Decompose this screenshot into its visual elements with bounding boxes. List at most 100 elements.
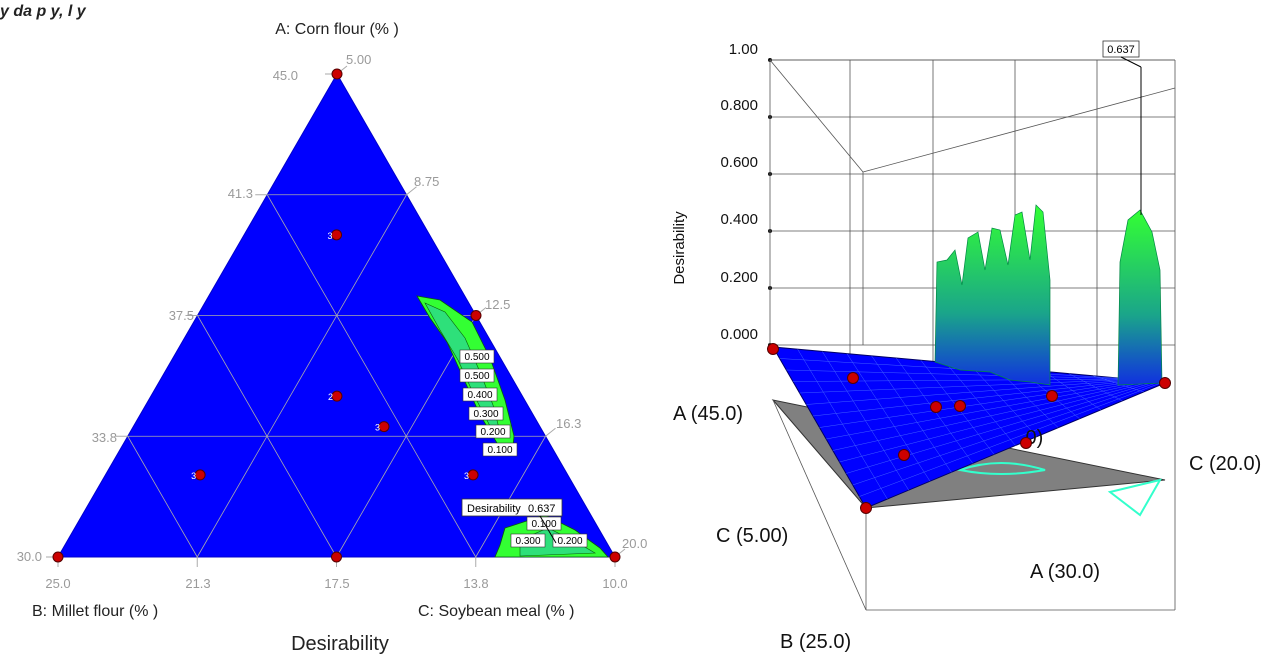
a-tick-label: 37.5 bbox=[169, 308, 194, 323]
contour-label: 0.100 bbox=[531, 519, 556, 530]
prediction-leader bbox=[539, 515, 557, 544]
prediction-value: 0.637 bbox=[528, 503, 556, 515]
grid-line bbox=[266, 194, 477, 558]
mesh-line bbox=[1043, 371, 1102, 410]
floor-contour bbox=[1107, 478, 1163, 517]
contour-label-box bbox=[468, 406, 504, 421]
a-tick-label: 33.8 bbox=[92, 430, 117, 445]
design-point bbox=[331, 68, 343, 80]
z-tick-label: 0.800 bbox=[720, 97, 758, 114]
prediction-label: Desirability bbox=[467, 503, 521, 515]
replicate-count: 3 bbox=[375, 423, 380, 433]
design-point bbox=[378, 421, 390, 433]
design-point bbox=[930, 401, 942, 413]
a-tick-label: 41.3 bbox=[228, 186, 253, 201]
c-tick-label: 8.75 bbox=[414, 174, 439, 189]
z-tick-label: 0.200 bbox=[720, 269, 758, 286]
ternary-contour-plot: y da p y, l y 0.5000.5000.4000.3000.2000… bbox=[0, 3, 647, 655]
contour-label: 0.300 bbox=[515, 536, 540, 547]
b-tick-label: 21.3 bbox=[185, 576, 210, 591]
contour-label: 0.500 bbox=[464, 371, 489, 382]
replicate-count: 2 bbox=[328, 392, 333, 402]
design-point bbox=[194, 469, 206, 481]
contour-label: 0.300 bbox=[473, 409, 498, 420]
design-point bbox=[1159, 377, 1171, 389]
c-tick-mark bbox=[406, 186, 417, 196]
peak-flag-value: 0.637 bbox=[1107, 44, 1135, 56]
contour-label: 0.400 bbox=[467, 390, 492, 401]
axis-label-c-low: C (5.00) bbox=[716, 525, 788, 547]
peak-flag-leader bbox=[1120, 56, 1142, 68]
header-fragment: y da p y, l y bbox=[0, 3, 87, 20]
vertex-b-label: B: Millet flour (% ) bbox=[32, 603, 158, 620]
design-point bbox=[331, 551, 342, 563]
c-tick-label: 16.3 bbox=[556, 416, 581, 431]
c-tick-label: 12.5 bbox=[485, 297, 510, 312]
b-tick-label: 25.0 bbox=[45, 576, 70, 591]
mesh-line bbox=[859, 382, 1162, 497]
mesh-line bbox=[832, 380, 1149, 451]
surface-3d-plot: 0.637.0) 1.00 0.800 0.600 0.400 0.200 0.… bbox=[671, 40, 1261, 653]
b-tick-label: 10.0 bbox=[602, 576, 627, 591]
back-panel bbox=[770, 60, 1175, 345]
box-edge bbox=[769, 59, 864, 173]
vertex-c-label: C: Soybean meal (% ) bbox=[418, 603, 575, 620]
design-point bbox=[331, 229, 343, 241]
surface-peak-right bbox=[1117, 209, 1163, 386]
surface-peak-cluster bbox=[934, 204, 1051, 386]
b-tick-label: 17.5 bbox=[324, 576, 349, 591]
grid-line bbox=[196, 194, 407, 558]
prediction-box bbox=[461, 498, 563, 517]
design-point bbox=[467, 469, 479, 481]
a-tick-label: 30.0 bbox=[17, 549, 42, 564]
c-tick-label: 20.0 bbox=[622, 536, 647, 551]
mesh-line bbox=[945, 362, 1016, 446]
contour-label-box bbox=[462, 387, 498, 402]
design-point bbox=[470, 310, 482, 321]
c-tick-label: 5.00 bbox=[346, 52, 371, 67]
vertex-a-label: A: Corn flour (% ) bbox=[275, 21, 399, 38]
z-tick-label: 0.400 bbox=[720, 211, 758, 228]
contour-label: 0.100 bbox=[487, 445, 512, 456]
design-point bbox=[860, 502, 872, 514]
design-point bbox=[954, 400, 966, 412]
design-point bbox=[52, 551, 64, 563]
mesh-line bbox=[1068, 373, 1123, 402]
contour-label-box bbox=[482, 442, 518, 457]
design-point bbox=[1020, 437, 1032, 449]
axis-label-c-high: C (20.0) bbox=[1189, 453, 1261, 475]
floor-contour bbox=[956, 462, 1046, 475]
contour-label-box bbox=[475, 424, 511, 439]
contour-label: 0.500 bbox=[464, 352, 489, 363]
mesh-line bbox=[969, 364, 1038, 437]
a-tick-label: 45.0 bbox=[273, 68, 298, 83]
contour-label-box bbox=[510, 533, 546, 548]
replicate-count: 3 bbox=[328, 231, 333, 241]
axis-label-b: B (25.0) bbox=[780, 631, 851, 653]
contour-label: 0.200 bbox=[557, 536, 582, 547]
replicate-count: 3 bbox=[191, 471, 196, 481]
design-point bbox=[1046, 390, 1058, 402]
mesh-line bbox=[846, 381, 1155, 474]
contour-label-box bbox=[459, 368, 495, 383]
z-tick-label: 0.600 bbox=[720, 154, 758, 171]
mesh-line bbox=[852, 382, 1159, 486]
grid-line bbox=[127, 436, 198, 558]
grid-line bbox=[475, 436, 546, 558]
replicate-count: 3 bbox=[464, 471, 469, 481]
design-point bbox=[609, 551, 621, 563]
design-point bbox=[847, 372, 859, 384]
z-tick-label: 1.00 bbox=[729, 41, 758, 58]
box-edge bbox=[862, 87, 1176, 173]
axis-label-a-high: A (45.0) bbox=[673, 403, 743, 425]
chart-title: Desirability bbox=[291, 633, 389, 655]
z-axis-title: Desirability bbox=[671, 211, 688, 285]
design-point bbox=[898, 449, 910, 461]
axis-label-a-low: A (30.0) bbox=[1030, 561, 1100, 583]
z-tick-label: 0.000 bbox=[720, 326, 758, 343]
contour-label-box bbox=[552, 533, 588, 548]
box-edge bbox=[772, 399, 867, 611]
design-point bbox=[767, 343, 779, 355]
c-tick-mark bbox=[545, 427, 556, 437]
design-point bbox=[331, 390, 343, 402]
